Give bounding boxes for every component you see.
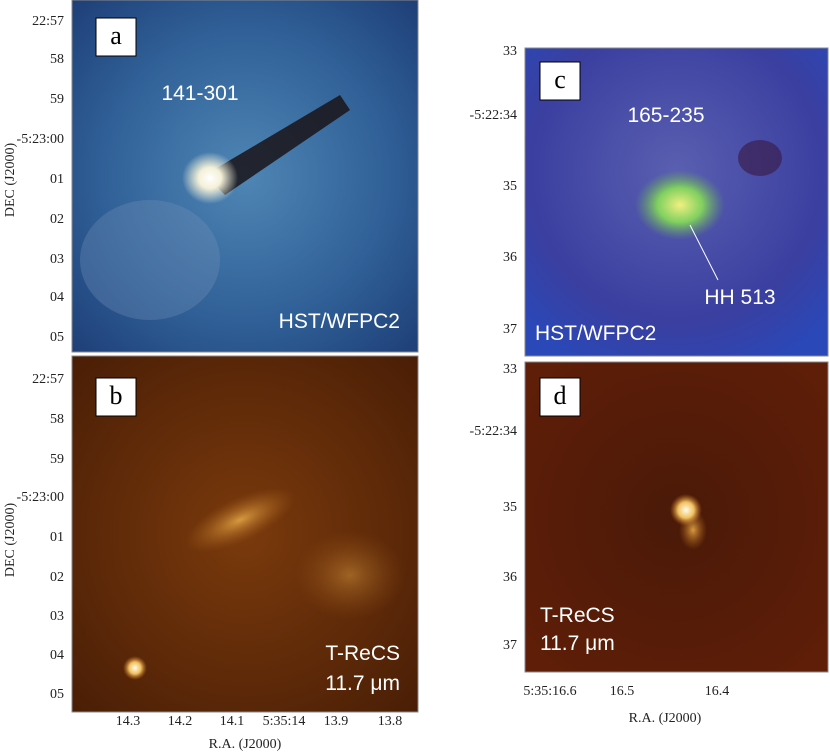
annotation: 165-235: [627, 104, 704, 127]
x-tick-label: 14.2: [168, 714, 193, 729]
annotation: HST/WFPC2: [535, 322, 656, 345]
y-tick-label: 36: [503, 250, 517, 265]
y-tick-label: 01: [50, 530, 64, 545]
y-tick-label: 36: [503, 570, 517, 585]
panel-label: b: [110, 381, 123, 410]
x-tick-label: 16.5: [610, 684, 635, 699]
y-tick-label: -5:22:34: [470, 108, 517, 123]
y-tick-label: -5:23:00: [17, 132, 64, 147]
panel-frame: [71, 0, 419, 353]
y-tick-label: 05: [50, 687, 64, 702]
panel-frame: [524, 361, 829, 673]
annotation: HST/WFPC2: [279, 310, 400, 333]
y-axis-label: DEC (J2000): [3, 143, 18, 218]
y-tick-label: 59: [50, 92, 64, 107]
y-tick-label: 37: [503, 638, 517, 653]
y-tick-label: -5:22:34: [470, 424, 517, 439]
panel-frame: [71, 355, 419, 713]
panel-label-box: [95, 17, 137, 57]
y-tick-label: 03: [50, 609, 64, 624]
y-tick-label: 02: [50, 570, 64, 585]
panel-label: d: [554, 381, 567, 410]
y-tick-label: 22:57: [32, 372, 64, 387]
x-axis-label: R.A. (J2000): [209, 737, 282, 752]
x-tick-label: 13.8: [378, 714, 403, 729]
y-tick-label: 58: [50, 52, 64, 67]
labels: a 141-301 HST/WFPC2 22:57 58 59 -5:23:00 01 02 03…: [3, 0, 829, 752]
y-tick-label: -5:23:00: [17, 490, 64, 505]
y-tick-label: 58: [50, 412, 64, 427]
y-tick-label: 04: [50, 290, 64, 305]
annotation: T-ReCS: [540, 604, 615, 627]
y-tick-label: 59: [50, 452, 64, 467]
panel-label-box: [539, 377, 581, 417]
x-tick-label: 5:35:14: [263, 714, 306, 729]
panel-label-box: [539, 61, 581, 101]
panel-label-box: [95, 377, 137, 417]
y-tick-label: 05: [50, 330, 64, 345]
y-axis-label: DEC (J2000): [3, 503, 18, 578]
annotation: 11.7 μm: [540, 632, 615, 655]
annotation: T-ReCS: [325, 642, 400, 665]
annotation: 141-301: [161, 82, 238, 105]
y-tick-label: 35: [503, 179, 517, 194]
x-tick-label: 16.4: [705, 684, 730, 699]
panel-label: c: [554, 65, 566, 94]
x-tick-label: 5:35:16.6: [523, 684, 576, 699]
annotation: 11.7 μm: [325, 672, 400, 695]
panel-a-image: [72, 0, 418, 352]
x-axis-label: R.A. (J2000): [629, 711, 702, 726]
y-tick-label: 01: [50, 172, 64, 187]
x-tick-label: 13.9: [324, 714, 349, 729]
panel-b-image: [72, 356, 418, 712]
x-tick-label: 14.3: [116, 714, 141, 729]
panel-label: a: [110, 21, 122, 50]
y-tick-label: 35: [503, 500, 517, 515]
y-tick-label: 33: [503, 44, 517, 59]
y-tick-label: 03: [50, 252, 64, 267]
y-tick-label: 02: [50, 212, 64, 227]
y-tick-label: 37: [503, 322, 517, 337]
panel-frame: [524, 47, 829, 357]
y-tick-label: 22:57: [32, 14, 64, 29]
annotation: HH 513: [704, 286, 775, 309]
y-tick-label: 04: [50, 648, 64, 663]
x-tick-label: 14.1: [220, 714, 245, 729]
y-tick-label: 33: [503, 362, 517, 377]
